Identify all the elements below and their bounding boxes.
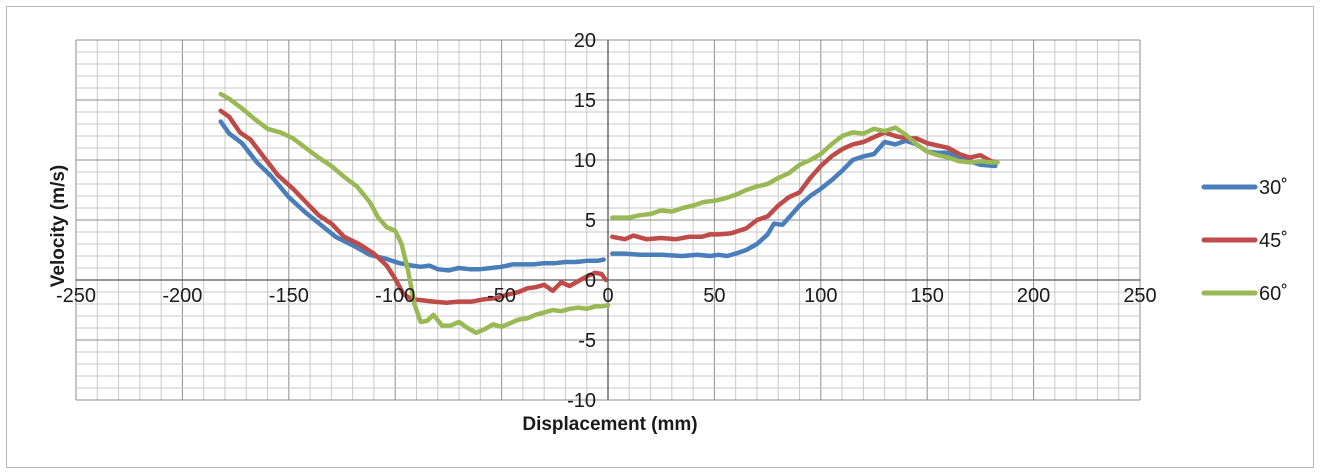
y-tick-label: 5 bbox=[585, 210, 596, 232]
line-chart: -250 -200 -150 -100 -50 0 50 100 150 200 250-10-50… bbox=[48, 30, 1288, 435]
x-tick-label: -250 bbox=[56, 285, 96, 307]
x-tick-label: 200 bbox=[1017, 285, 1050, 307]
x-tick-label: -200 bbox=[162, 285, 202, 307]
y-tick-label: -10 bbox=[567, 390, 596, 412]
series-line-45 bbox=[610, 130, 1000, 242]
x-tick-label: 100 bbox=[804, 285, 837, 307]
legend-label: 30˚ bbox=[1259, 177, 1288, 199]
chart-area: -250 -200 -150 -100 -50 0 50 100 150 200 250 -10 -5 0… bbox=[6, 6, 1314, 468]
y-tick-label: 10 bbox=[574, 150, 596, 172]
series-line-30 bbox=[218, 119, 606, 273]
series-lines bbox=[218, 91, 1000, 336]
series-line-60 bbox=[218, 91, 611, 336]
x-tick-label: -150 bbox=[269, 285, 309, 307]
x-tick-label: -100 bbox=[375, 285, 415, 307]
x-axis-title: Displacement (mm) bbox=[522, 414, 697, 435]
tick-labels: -250 -200 -150 -100 -50 0 50 100 150 200 250-10-50… bbox=[56, 30, 1157, 412]
series-line-60 bbox=[610, 125, 1000, 220]
x-tick-label: 50 bbox=[703, 285, 725, 307]
x-tick-label: 150 bbox=[911, 285, 944, 307]
x-tick-label: -50 bbox=[487, 285, 516, 307]
legend-label: 60˚ bbox=[1259, 283, 1288, 305]
y-tick-label: 0 bbox=[585, 270, 596, 292]
y-axis-title: Velocity (m/s) bbox=[48, 165, 69, 288]
y-tick-label: 15 bbox=[574, 90, 596, 112]
y-tick-label: 20 bbox=[574, 30, 596, 52]
y-tick-label: -5 bbox=[578, 330, 596, 352]
series-line-45 bbox=[218, 108, 609, 306]
legend-label: 45˚ bbox=[1259, 230, 1288, 252]
legend: 30˚ 45˚ 60˚ bbox=[1201, 177, 1288, 305]
x-tick-label: 250 bbox=[1123, 285, 1156, 307]
x-tick-label: 0 bbox=[602, 285, 613, 307]
